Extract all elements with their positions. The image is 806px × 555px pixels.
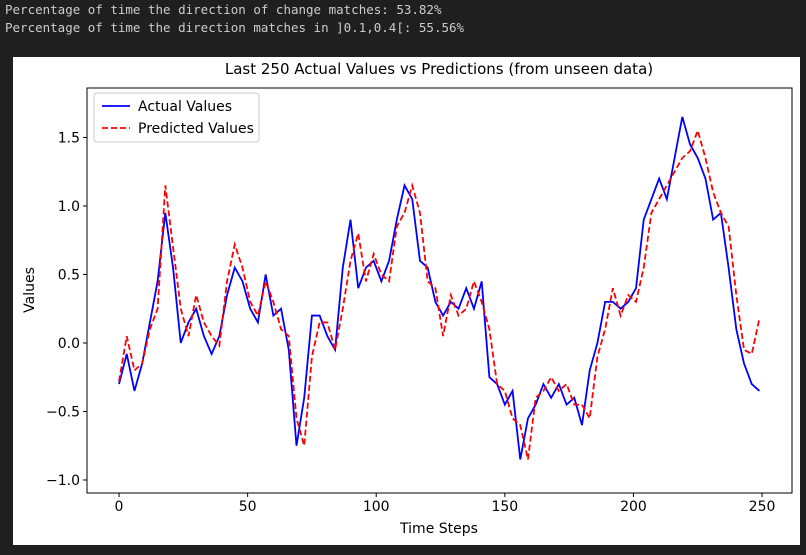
y-tick-label: 0.5 — [58, 267, 80, 283]
y-tick-label: −1.0 — [46, 473, 80, 489]
y-tick-label: 0.0 — [58, 336, 80, 352]
x-tick-label: 250 — [749, 499, 776, 515]
y-tick-label: 1.5 — [58, 130, 80, 146]
y-axis-label: Values — [22, 267, 38, 313]
chart: Last 250 Actual Values vs Predictions (f… — [22, 60, 793, 537]
x-axis-label: Time Steps — [399, 521, 478, 537]
x-tick-label: 150 — [491, 499, 518, 515]
y-tick-label: 1.0 — [58, 199, 80, 215]
x-tick-label: 100 — [363, 499, 390, 515]
plot-frame — [86, 87, 793, 494]
chart-title: Last 250 Actual Values vs Predictions (f… — [225, 60, 653, 78]
legend-label: Actual Values — [138, 99, 232, 115]
figure: Last 250 Actual Values vs Predictions (f… — [13, 57, 800, 545]
series-line — [118, 127, 761, 460]
console-line: Percentage of time the direction of chan… — [5, 2, 442, 17]
legend-label: Predicted Values — [138, 121, 254, 137]
x-tick-label: 50 — [239, 499, 257, 515]
legend-box — [93, 92, 260, 143]
y-tick-label: −0.5 — [46, 404, 80, 420]
console-line: Percentage of time the direction matches… — [5, 20, 465, 35]
x-tick-label: 200 — [620, 499, 647, 515]
x-tick-label: 0 — [115, 499, 124, 515]
series-line — [118, 116, 761, 460]
